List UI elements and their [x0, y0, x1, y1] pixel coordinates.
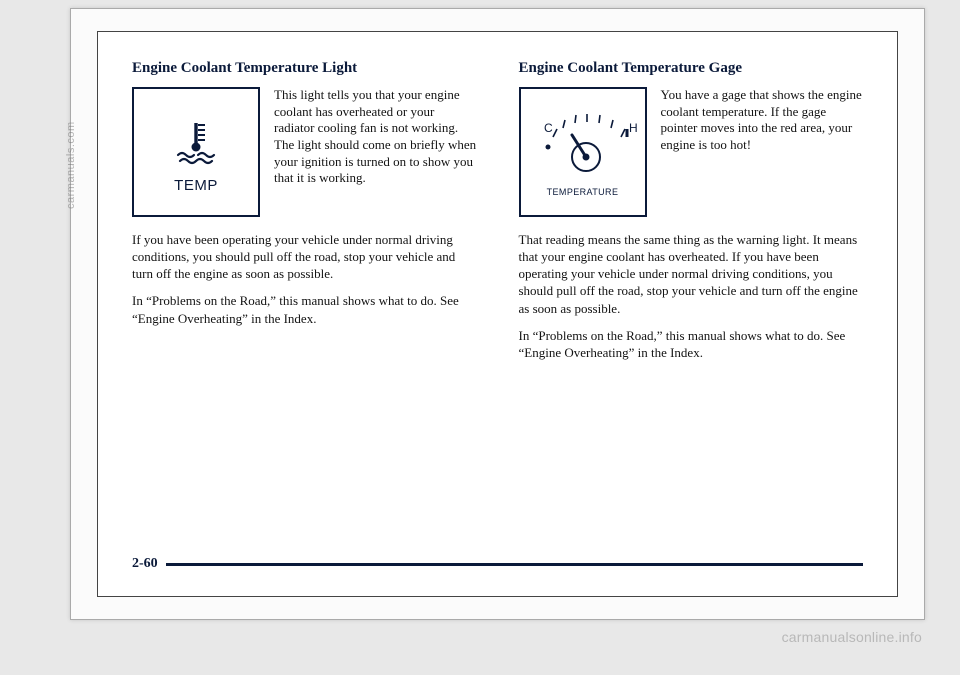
page-frame: carmanuals.com Engine Coolant Temperatur… [70, 8, 925, 620]
watermark-text: carmanuals.com [65, 121, 77, 209]
temp-light-icon [170, 117, 222, 165]
left-intro-text: This light tells you that your engine co… [274, 87, 477, 187]
right-column: Engine Coolant Temperature Gage [519, 60, 864, 361]
temp-label: TEMP [174, 177, 218, 194]
left-heading: Engine Coolant Temperature Light [132, 60, 477, 77]
left-block-row: TEMP This light tells you that your engi… [132, 87, 477, 217]
page-inner: Engine Coolant Temperature Light [97, 31, 898, 597]
brand-watermark: carmanualsonline.info [782, 629, 922, 645]
gage-c-label: C [544, 121, 553, 135]
right-block-row: C H TEMPERATURE You have a gage tha [519, 87, 864, 217]
temp-light-icon-box: TEMP [132, 87, 260, 217]
right-heading: Engine Coolant Temperature Gage [519, 60, 864, 77]
page-number: 2-60 [132, 556, 158, 572]
right-paragraph-1: That reading means the same thing as the… [519, 231, 864, 317]
temp-gage-icon: C H [528, 107, 638, 187]
left-column: Engine Coolant Temperature Light [132, 60, 477, 361]
right-paragraph-2: In “Problems on the Road,” this manual s… [519, 327, 864, 361]
left-paragraph-2: In “Problems on the Road,” this manual s… [132, 292, 477, 326]
temp-gage-icon-box: C H TEMPERATURE [519, 87, 647, 217]
gage-bottom-label: TEMPERATURE [547, 187, 619, 197]
right-intro-text: You have a gage that shows the engine co… [661, 87, 864, 154]
footer-row: 2-60 [132, 556, 863, 572]
footer-rule [166, 563, 863, 566]
left-paragraph-1: If you have been operating your vehicle … [132, 231, 477, 282]
gage-h-label: H [629, 121, 638, 135]
columns: Engine Coolant Temperature Light [132, 60, 863, 361]
